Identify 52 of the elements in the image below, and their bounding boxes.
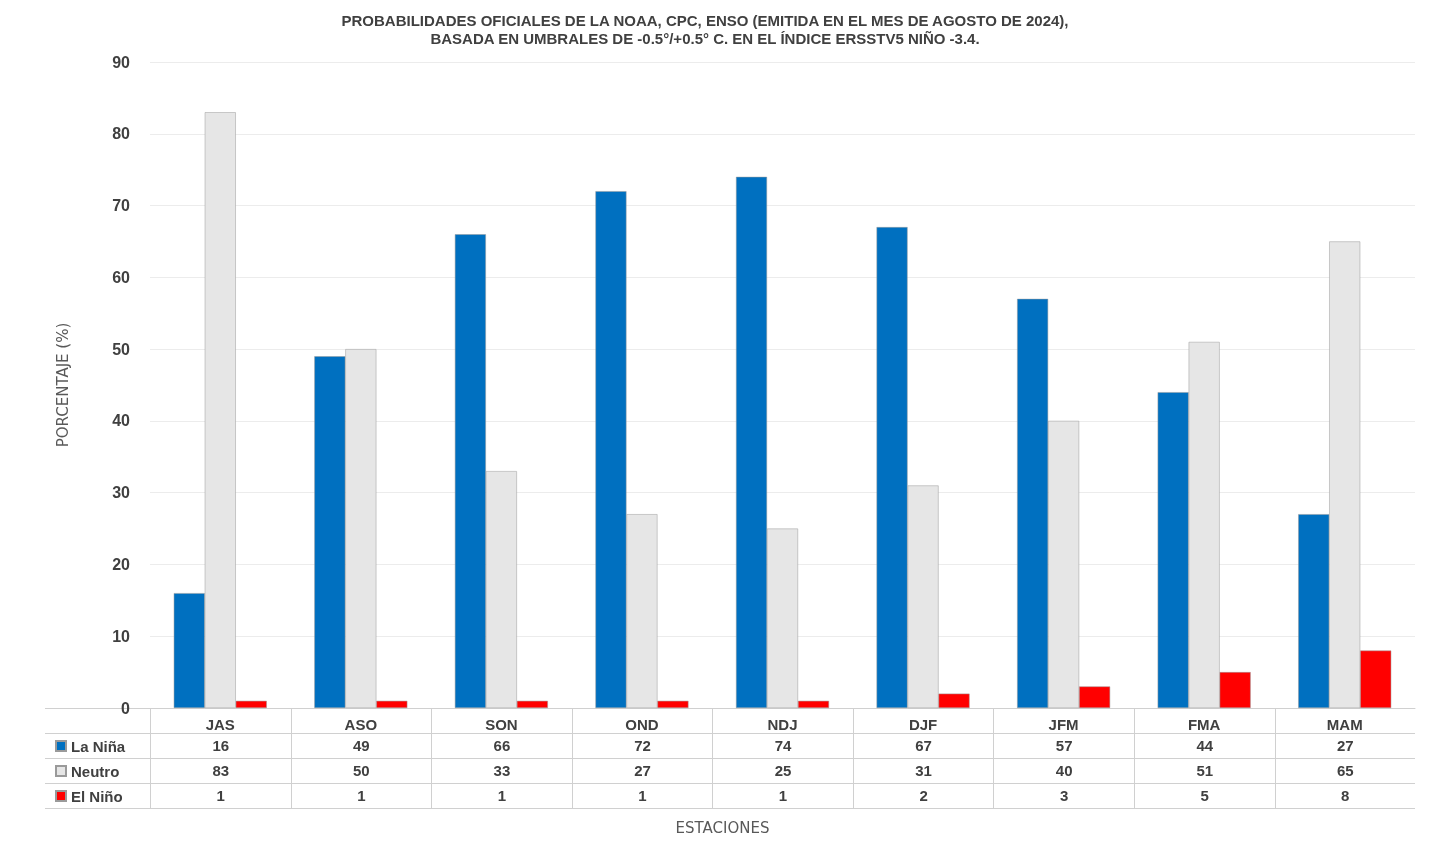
data-label: 2 [852, 784, 994, 808]
y-tick-label: 50 [112, 340, 131, 358]
data-label: 1 [431, 784, 572, 808]
data-label: 72 [571, 734, 713, 758]
x-tick-label: SON [485, 716, 518, 733]
data-label: 44 [1133, 734, 1275, 758]
data-label: 33 [431, 759, 572, 783]
legend-label: El Niño [71, 787, 123, 805]
legend-label: La Niña [71, 737, 126, 755]
data-label: 57 [993, 734, 1134, 758]
x-tick-label: DJF [908, 716, 938, 733]
data-label: 1 [290, 784, 432, 808]
x-tick-label: FMA [1187, 716, 1221, 733]
data-label: 74 [712, 734, 853, 758]
y-tick-label: 0 [121, 699, 131, 717]
y-tick-label: 90 [112, 53, 131, 71]
x-tick-label: JFM [1048, 716, 1079, 733]
x-tick-label: JAS [205, 716, 235, 733]
data-label: 8 [1274, 784, 1416, 808]
legend-label: Neutro [71, 762, 120, 780]
y-tick-label: 30 [112, 484, 131, 502]
data-label: 67 [852, 734, 994, 758]
data-label: 49 [290, 734, 432, 758]
data-label: 1 [712, 784, 853, 808]
x-tick-label: MAM [1326, 716, 1363, 733]
data-label: 5 [1133, 784, 1275, 808]
y-tick-label: 60 [112, 268, 131, 286]
text: ESTACIONES [675, 818, 770, 837]
data-label: 50 [290, 759, 432, 783]
data-label: 3 [993, 784, 1134, 808]
data-label: 25 [712, 759, 853, 783]
data-label: 66 [431, 734, 572, 758]
y-tick-label: 20 [112, 555, 131, 573]
y-axis-title: PORCENTAJE (%) [53, 322, 72, 448]
data-label: 1 [571, 784, 713, 808]
data-label: 83 [150, 759, 291, 783]
data-label: 16 [150, 734, 291, 758]
y-tick-label: 70 [112, 197, 131, 215]
x-tick-label: OND [625, 716, 659, 733]
data-label: 27 [1274, 734, 1416, 758]
data-label: 31 [852, 759, 994, 783]
y-tick-label: 10 [112, 627, 131, 645]
data-label: 27 [571, 759, 713, 783]
data-label: 51 [1133, 759, 1275, 783]
x-tick-label: NDJ [767, 716, 798, 733]
chart-title: PROBABILIDADES OFICIALES DE LA NOAA, CPC, ENSO (EMITIDA EN EL MES DE AGOSTO DE 2024), BASADA EN UMBRALES DE -0.5°/+0.5° C. EN EL ÍNDICE ERSSTV5 NIÑO -3.4. [341, 11, 1069, 47]
data-label: 40 [993, 759, 1134, 783]
x-tick-label: ASO [344, 716, 378, 733]
y-tick-label: 40 [112, 412, 131, 430]
y-tick-label: 80 [112, 125, 131, 143]
data-label: 65 [1274, 759, 1416, 783]
data-label: 1 [150, 784, 291, 808]
